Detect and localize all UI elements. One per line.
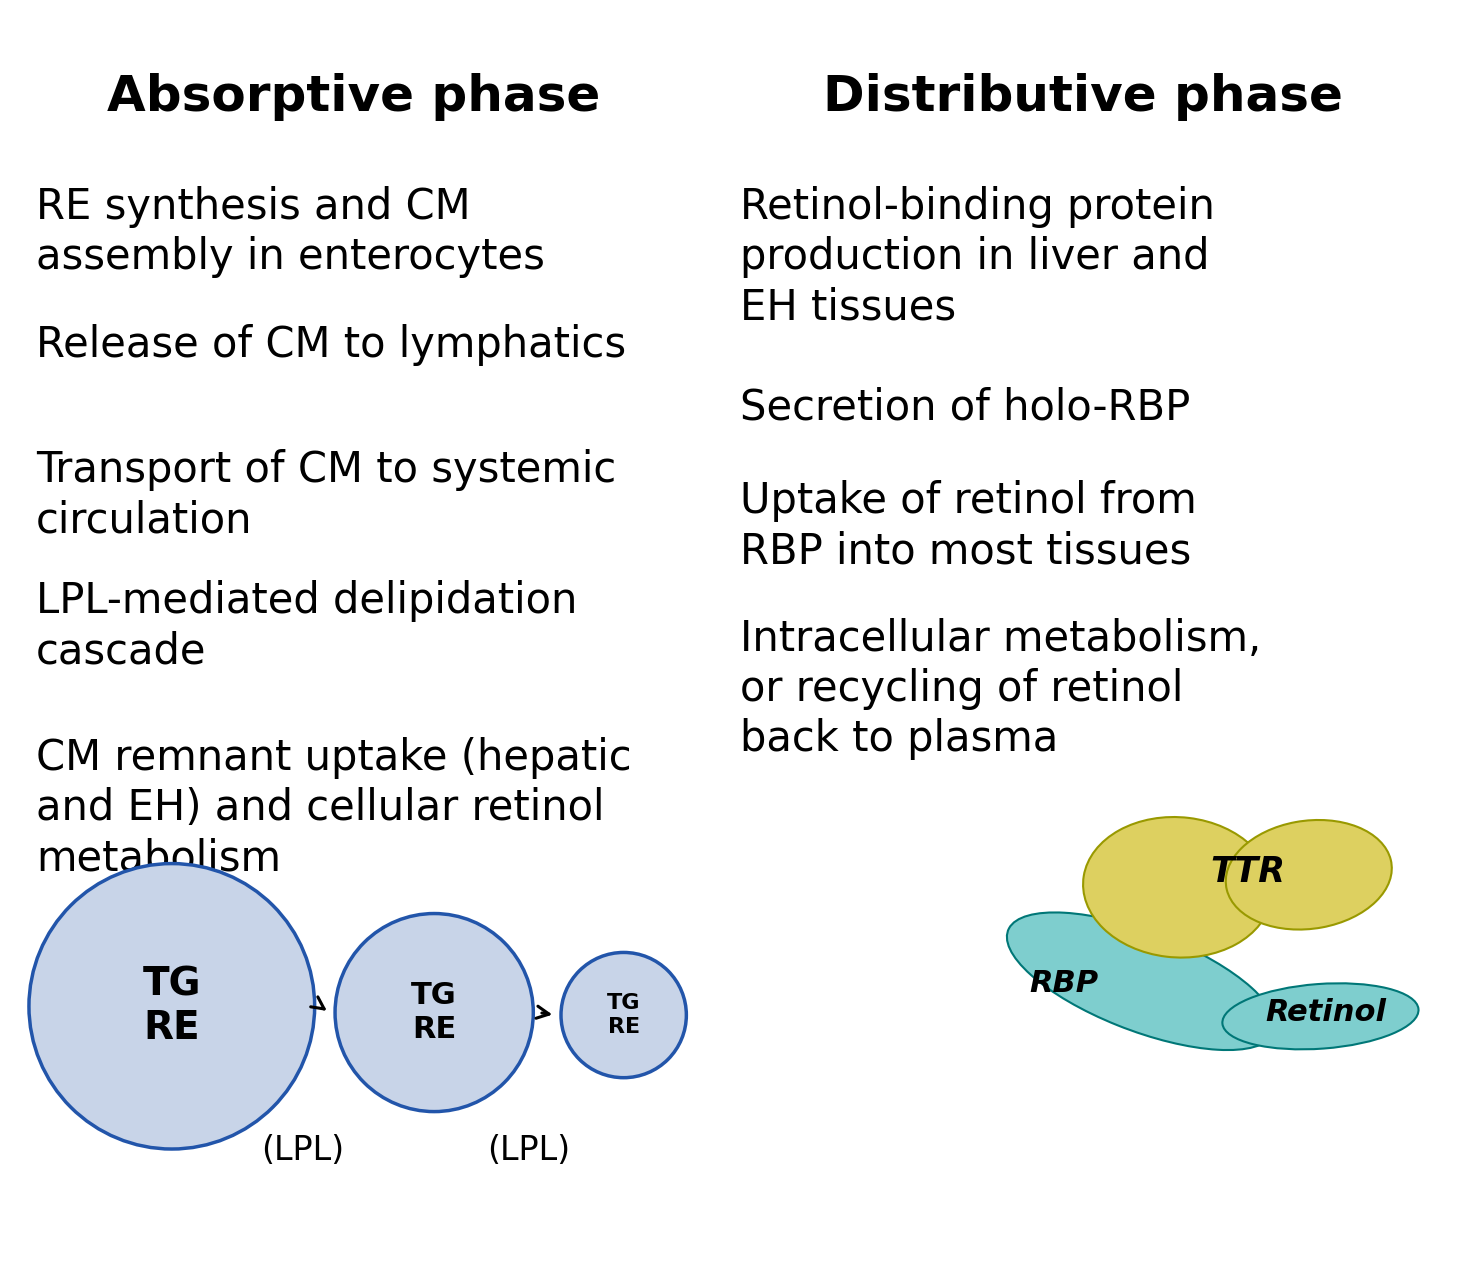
Ellipse shape bbox=[1223, 984, 1419, 1049]
Ellipse shape bbox=[29, 864, 315, 1149]
Text: TG
RE: TG RE bbox=[607, 994, 641, 1037]
Text: (LPL): (LPL) bbox=[487, 1134, 570, 1168]
Text: Secretion of holo-RBP: Secretion of holo-RBP bbox=[740, 386, 1190, 429]
Text: CM remnant uptake (hepatic
and EH) and cellular retinol
metabolism: CM remnant uptake (hepatic and EH) and c… bbox=[37, 736, 632, 879]
Text: (LPL): (LPL) bbox=[261, 1134, 345, 1168]
Text: TTR: TTR bbox=[1209, 855, 1286, 889]
Text: LPL-mediated delipidation
cascade: LPL-mediated delipidation cascade bbox=[37, 580, 578, 672]
Text: Distributive phase: Distributive phase bbox=[822, 73, 1343, 121]
Ellipse shape bbox=[1226, 820, 1391, 929]
Ellipse shape bbox=[1007, 913, 1275, 1050]
Text: Retinol-binding protein
production in liver and
EH tissues: Retinol-binding protein production in li… bbox=[740, 185, 1215, 328]
Text: RE synthesis and CM
assembly in enterocytes: RE synthesis and CM assembly in enterocy… bbox=[37, 185, 545, 279]
Ellipse shape bbox=[561, 952, 686, 1078]
Text: TG
RE: TG RE bbox=[412, 981, 457, 1044]
Ellipse shape bbox=[336, 913, 534, 1112]
Text: TG
RE: TG RE bbox=[142, 966, 201, 1048]
Text: Uptake of retinol from
RBP into most tissues: Uptake of retinol from RBP into most tis… bbox=[740, 480, 1198, 572]
Text: Intracellular metabolism,
or recycling of retinol
back to plasma: Intracellular metabolism, or recycling o… bbox=[740, 618, 1262, 760]
Text: Absorptive phase: Absorptive phase bbox=[107, 73, 601, 121]
Text: Release of CM to lymphatics: Release of CM to lymphatics bbox=[37, 324, 626, 366]
Text: Retinol: Retinol bbox=[1265, 997, 1387, 1026]
Ellipse shape bbox=[1083, 817, 1272, 957]
Text: Transport of CM to systemic
circulation: Transport of CM to systemic circulation bbox=[37, 449, 617, 541]
Text: RBP: RBP bbox=[1029, 970, 1098, 999]
